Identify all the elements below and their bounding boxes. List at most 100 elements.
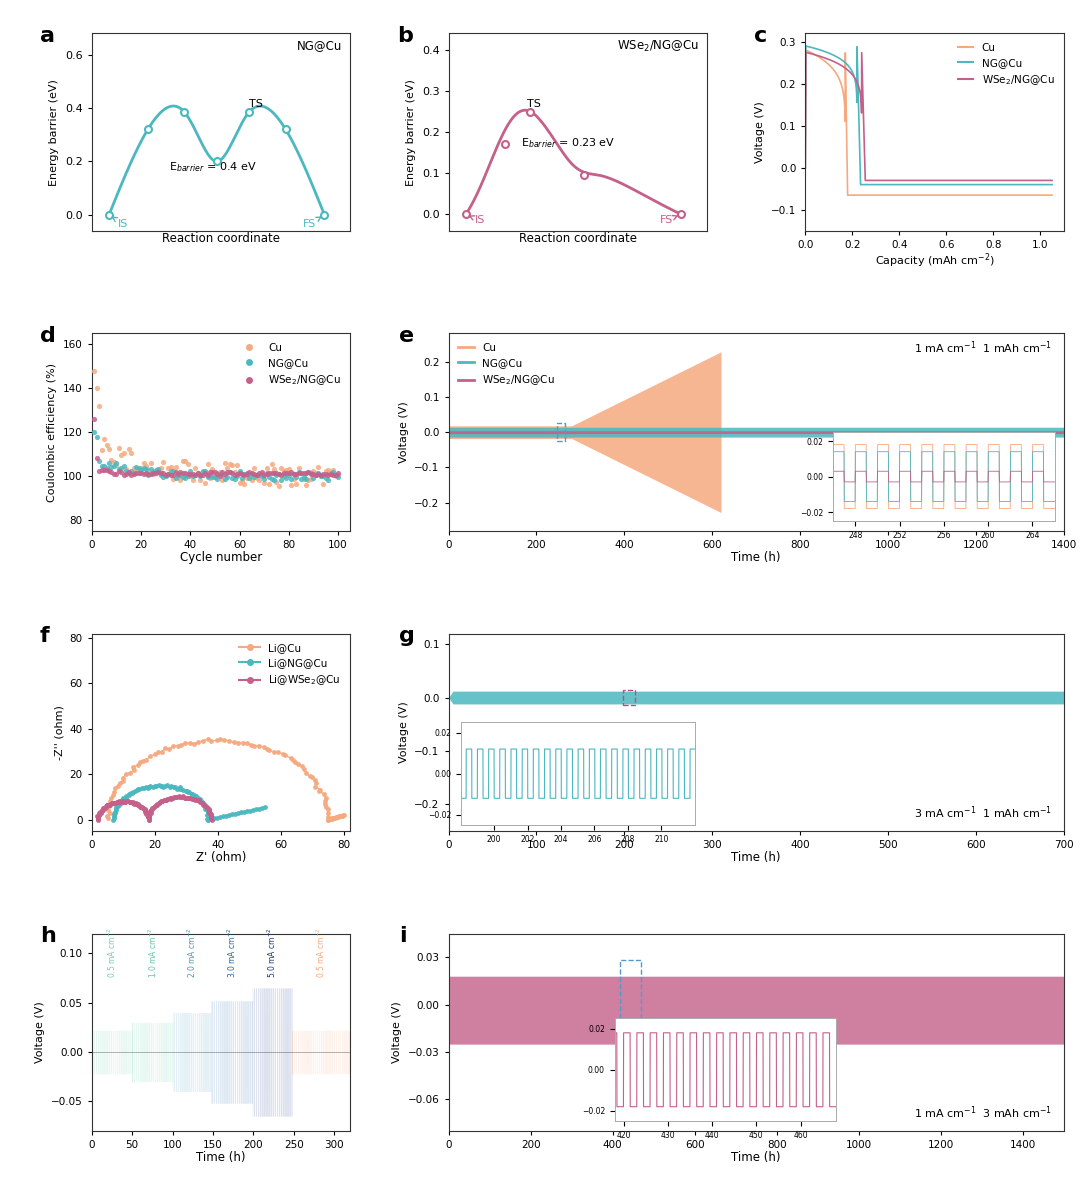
Point (273, 465, 291, 484)
Point (179, 464, 197, 483)
Point (184, 471, 201, 490)
Point (275, 466, 293, 486)
Point (133, 460, 150, 480)
Point (322, 465, 339, 484)
Text: c: c (754, 25, 767, 45)
Point (150, 460, 167, 480)
Point (100, 462, 118, 481)
Point (91, 462, 108, 481)
Point (98, 435, 116, 455)
Point (266, 459, 283, 478)
Point (127, 459, 145, 478)
Point (285, 464, 302, 483)
Point (106, 464, 123, 483)
Point (93, 456, 110, 475)
Point (201, 469, 218, 488)
Y-axis label: Energy barrier (eV): Energy barrier (eV) (50, 79, 59, 186)
Point (93, 460, 110, 480)
Point (162, 462, 179, 481)
Point (184, 464, 201, 483)
Point (214, 471, 231, 490)
Point (177, 451, 194, 470)
Point (85, 361, 103, 381)
X-axis label: Reaction coordinate: Reaction coordinate (518, 233, 637, 246)
Point (147, 464, 164, 483)
Legend: Cu, NG@Cu, WSe$_2$/NG@Cu: Cu, NG@Cu, WSe$_2$/NG@Cu (234, 339, 346, 391)
Point (243, 464, 260, 483)
Point (127, 457, 145, 476)
Text: 2.0 mA cm$^{-2}$: 2.0 mA cm$^{-2}$ (186, 927, 198, 978)
Point (273, 459, 291, 478)
Point (160, 459, 177, 478)
Point (208, 463, 226, 482)
Point (266, 470, 283, 489)
Point (295, 464, 312, 483)
Point (289, 458, 307, 477)
Text: 1 mA cm$^{-1}$  1 mAh cm$^{-1}$: 1 mA cm$^{-1}$ 1 mAh cm$^{-1}$ (914, 339, 1052, 356)
Point (231, 463, 248, 482)
Point (125, 458, 143, 477)
Point (137, 459, 154, 478)
Point (145, 464, 162, 483)
Point (322, 463, 339, 482)
Point (91, 396, 108, 415)
Point (300, 463, 318, 482)
Point (127, 464, 145, 483)
Text: NG@Cu: NG@Cu (297, 39, 342, 52)
Point (120, 440, 137, 459)
Point (314, 464, 332, 483)
Point (100, 440, 118, 459)
Text: b: b (396, 25, 413, 45)
Text: a: a (40, 25, 55, 45)
Point (300, 463, 318, 482)
X-axis label: Time (h): Time (h) (197, 1151, 246, 1164)
Point (293, 470, 310, 489)
Point (235, 464, 253, 483)
Point (208, 465, 226, 484)
Point (260, 468, 278, 487)
Point (160, 464, 177, 483)
Point (248, 469, 266, 488)
Point (231, 474, 248, 493)
Point (329, 465, 347, 484)
Point (152, 465, 170, 484)
Point (125, 465, 143, 484)
Point (245, 464, 262, 483)
Point (262, 455, 280, 474)
Point (297, 476, 314, 495)
Point (239, 464, 256, 483)
Point (235, 465, 253, 484)
Point (184, 466, 201, 486)
Point (253, 463, 270, 482)
Text: 3.0 mA cm$^{-2}$: 3.0 mA cm$^{-2}$ (226, 927, 238, 978)
Point (266, 464, 283, 483)
Point (241, 469, 258, 488)
Point (208, 470, 226, 489)
Point (287, 475, 305, 494)
Point (201, 463, 218, 482)
Y-axis label: Voltage (V): Voltage (V) (399, 401, 408, 463)
Point (221, 463, 239, 482)
Point (143, 453, 160, 472)
Point (273, 470, 291, 489)
Text: E$_{barrier}$ = 0.23 eV: E$_{barrier}$ = 0.23 eV (521, 136, 616, 150)
Point (275, 463, 293, 482)
Point (145, 463, 162, 482)
Point (103, 451, 120, 470)
Point (233, 465, 251, 484)
Point (280, 463, 297, 482)
Point (233, 469, 251, 488)
Point (318, 464, 335, 483)
Legend: Cu, NG@Cu, WSe$_2$/NG@Cu: Cu, NG@Cu, WSe$_2$/NG@Cu (454, 339, 558, 391)
Point (256, 474, 273, 493)
Point (112, 459, 130, 478)
Point (189, 464, 206, 483)
Point (305, 460, 322, 480)
Text: FS: FS (660, 216, 678, 225)
Point (270, 465, 287, 484)
Point (98, 460, 116, 480)
Point (157, 465, 174, 484)
Point (221, 463, 239, 482)
Point (206, 463, 224, 482)
Point (268, 464, 285, 483)
